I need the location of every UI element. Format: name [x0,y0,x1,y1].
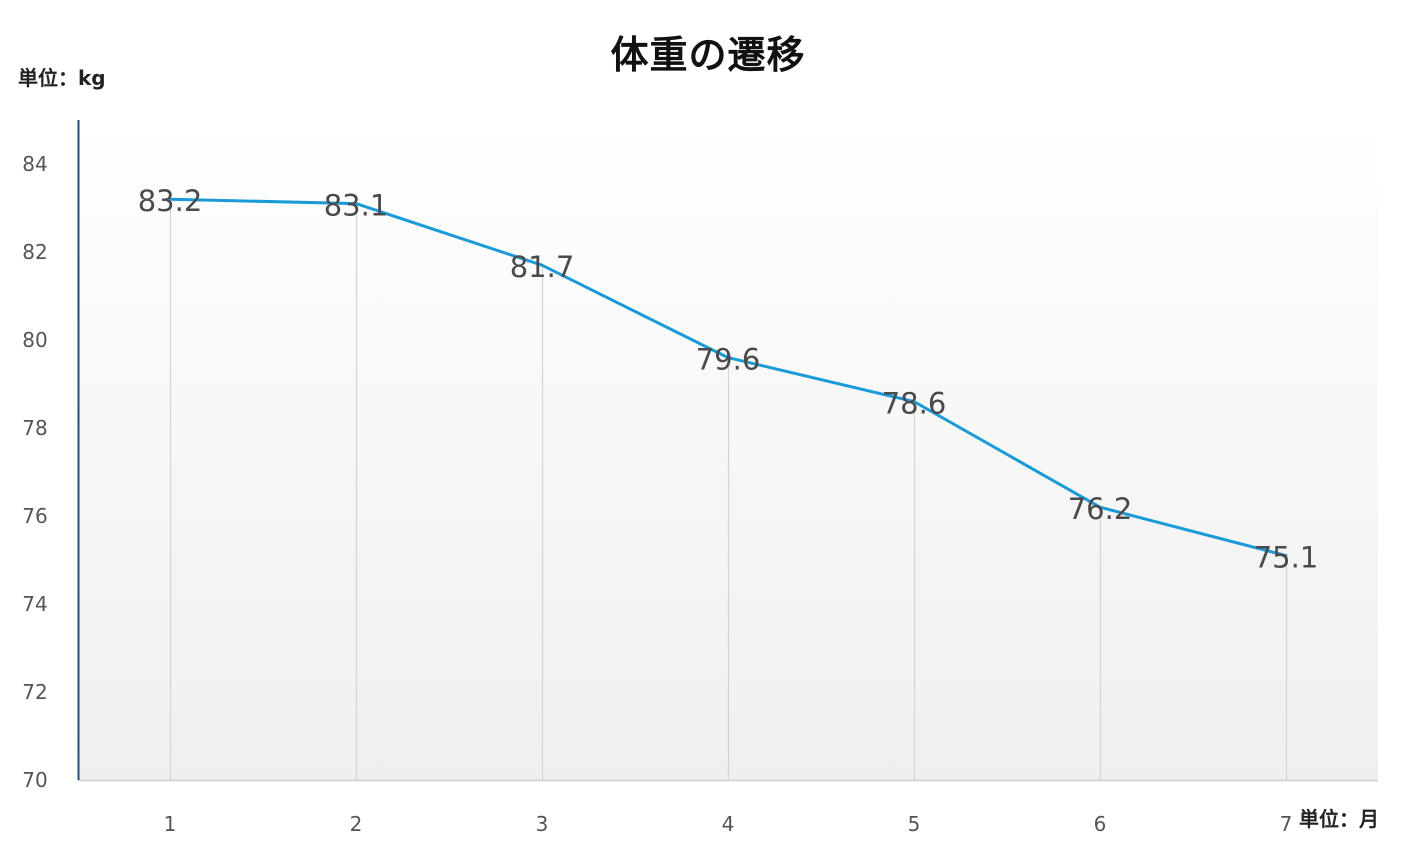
y-tick-label: 80 [22,328,47,352]
x-tick-label: 6 [1094,812,1107,836]
y-tick-label: 82 [22,240,47,264]
y-tick-label: 84 [22,152,47,176]
x-tick-label: 2 [350,812,363,836]
data-labels: 83.2 83.1 81.7 79.6 78.6 76.2 75.1 [138,184,1319,574]
data-label: 78.6 [882,387,947,421]
y-tick-label: 74 [22,592,47,616]
data-label: 83.2 [138,184,203,218]
x-tick-label: 5 [908,812,921,836]
y-tick-label: 76 [22,504,47,528]
data-label: 75.1 [1254,541,1319,575]
x-tick-label: 7 [1280,812,1293,836]
x-tick-label: 3 [536,812,549,836]
data-label: 81.7 [510,250,575,284]
data-label: 79.6 [696,343,761,377]
y-axis-ticks: 70 72 74 76 78 80 82 84 [22,152,47,792]
y-tick-label: 78 [22,416,47,440]
x-axis-unit-label: 単位：月 [1299,807,1379,831]
x-axis-ticks: 1 2 3 4 5 6 7 [164,812,1293,836]
drop-lines [169,199,1288,780]
x-tick-label: 1 [164,812,177,836]
x-tick-label: 4 [722,812,735,836]
weight-series-line [168,197,1288,558]
y-axis-unit-label: 単位：kg [18,66,106,90]
y-tick-label: 70 [22,768,47,792]
data-label: 76.2 [1068,492,1133,526]
y-tick-label: 72 [22,680,47,704]
data-label: 83.1 [324,189,389,223]
chart-title: 体重の遷移 [610,33,806,77]
